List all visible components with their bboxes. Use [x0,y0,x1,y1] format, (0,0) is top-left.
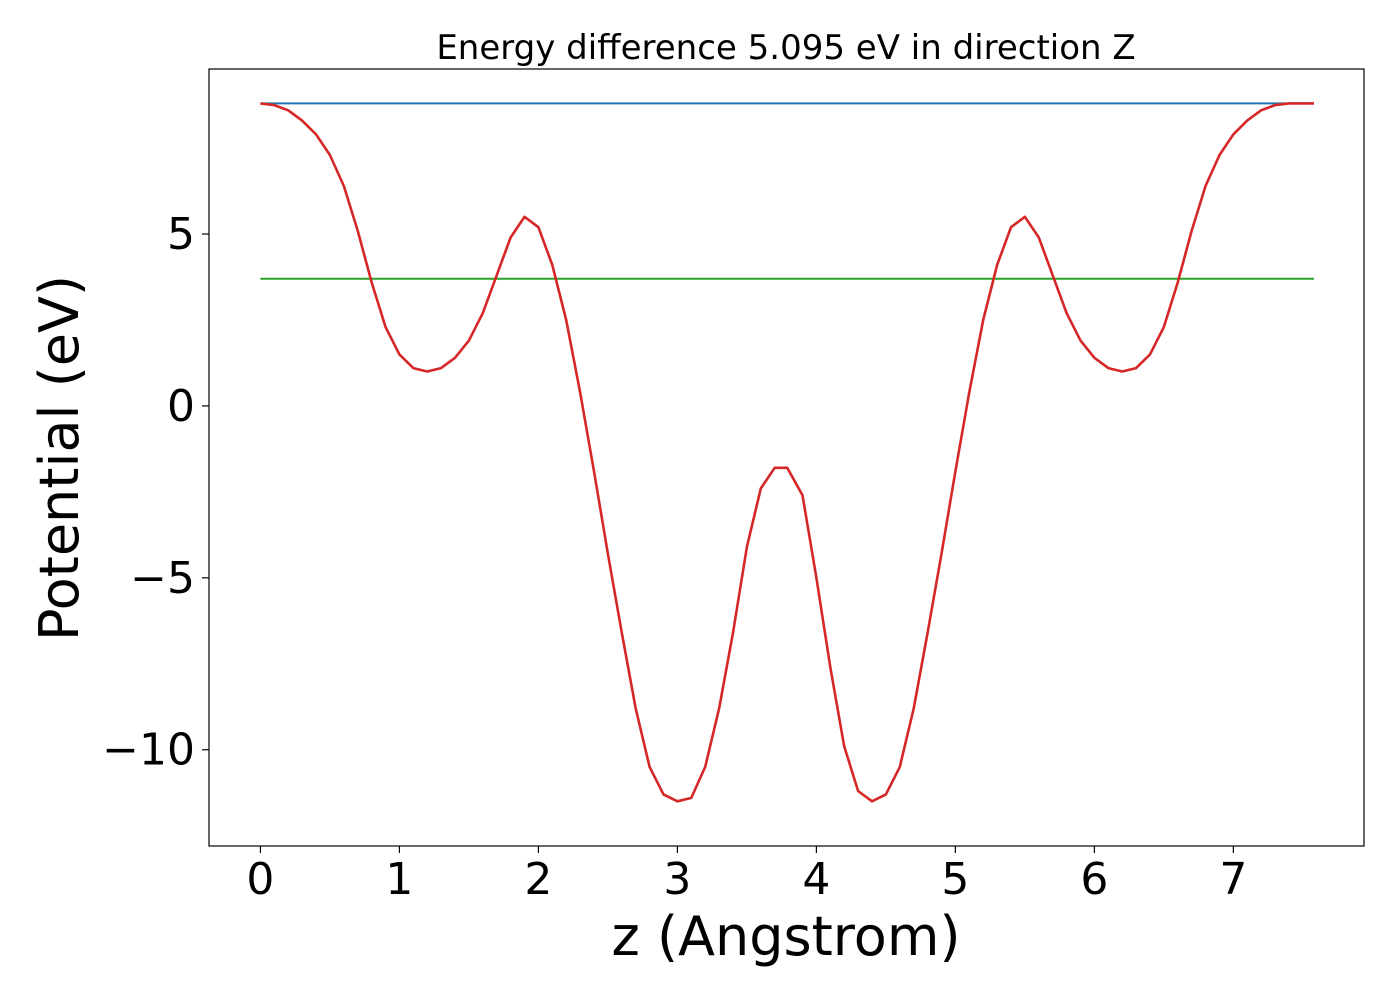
x-tick-label: 5 [941,854,969,905]
x-axis: 0 1 2 3 4 5 6 7 [246,846,1247,905]
chart-title: Energy difference 5.095 eV in direction … [436,28,1135,68]
y-tick-label: 0 [167,381,195,432]
series-layer [260,102,1314,803]
y-axis: −10 −5 0 5 [102,209,209,776]
x-tick-label: 2 [524,854,552,905]
x-tick-label: 0 [246,854,274,905]
plot-frame [208,68,1365,847]
x-tick-label: 6 [1080,854,1108,905]
y-tick-label: −10 [102,725,195,776]
x-tick-label: 3 [663,854,691,905]
y-axis-label: Potential (eV) [28,275,91,641]
y-tick-label: −5 [130,553,195,604]
x-axis-label: z (Angstrom) [611,905,960,968]
x-tick-label: 7 [1219,854,1247,905]
y-tick-label: 5 [167,209,195,260]
potential-curve [260,102,1314,803]
x-tick-label: 1 [385,854,413,905]
x-tick-label: 4 [802,854,830,905]
